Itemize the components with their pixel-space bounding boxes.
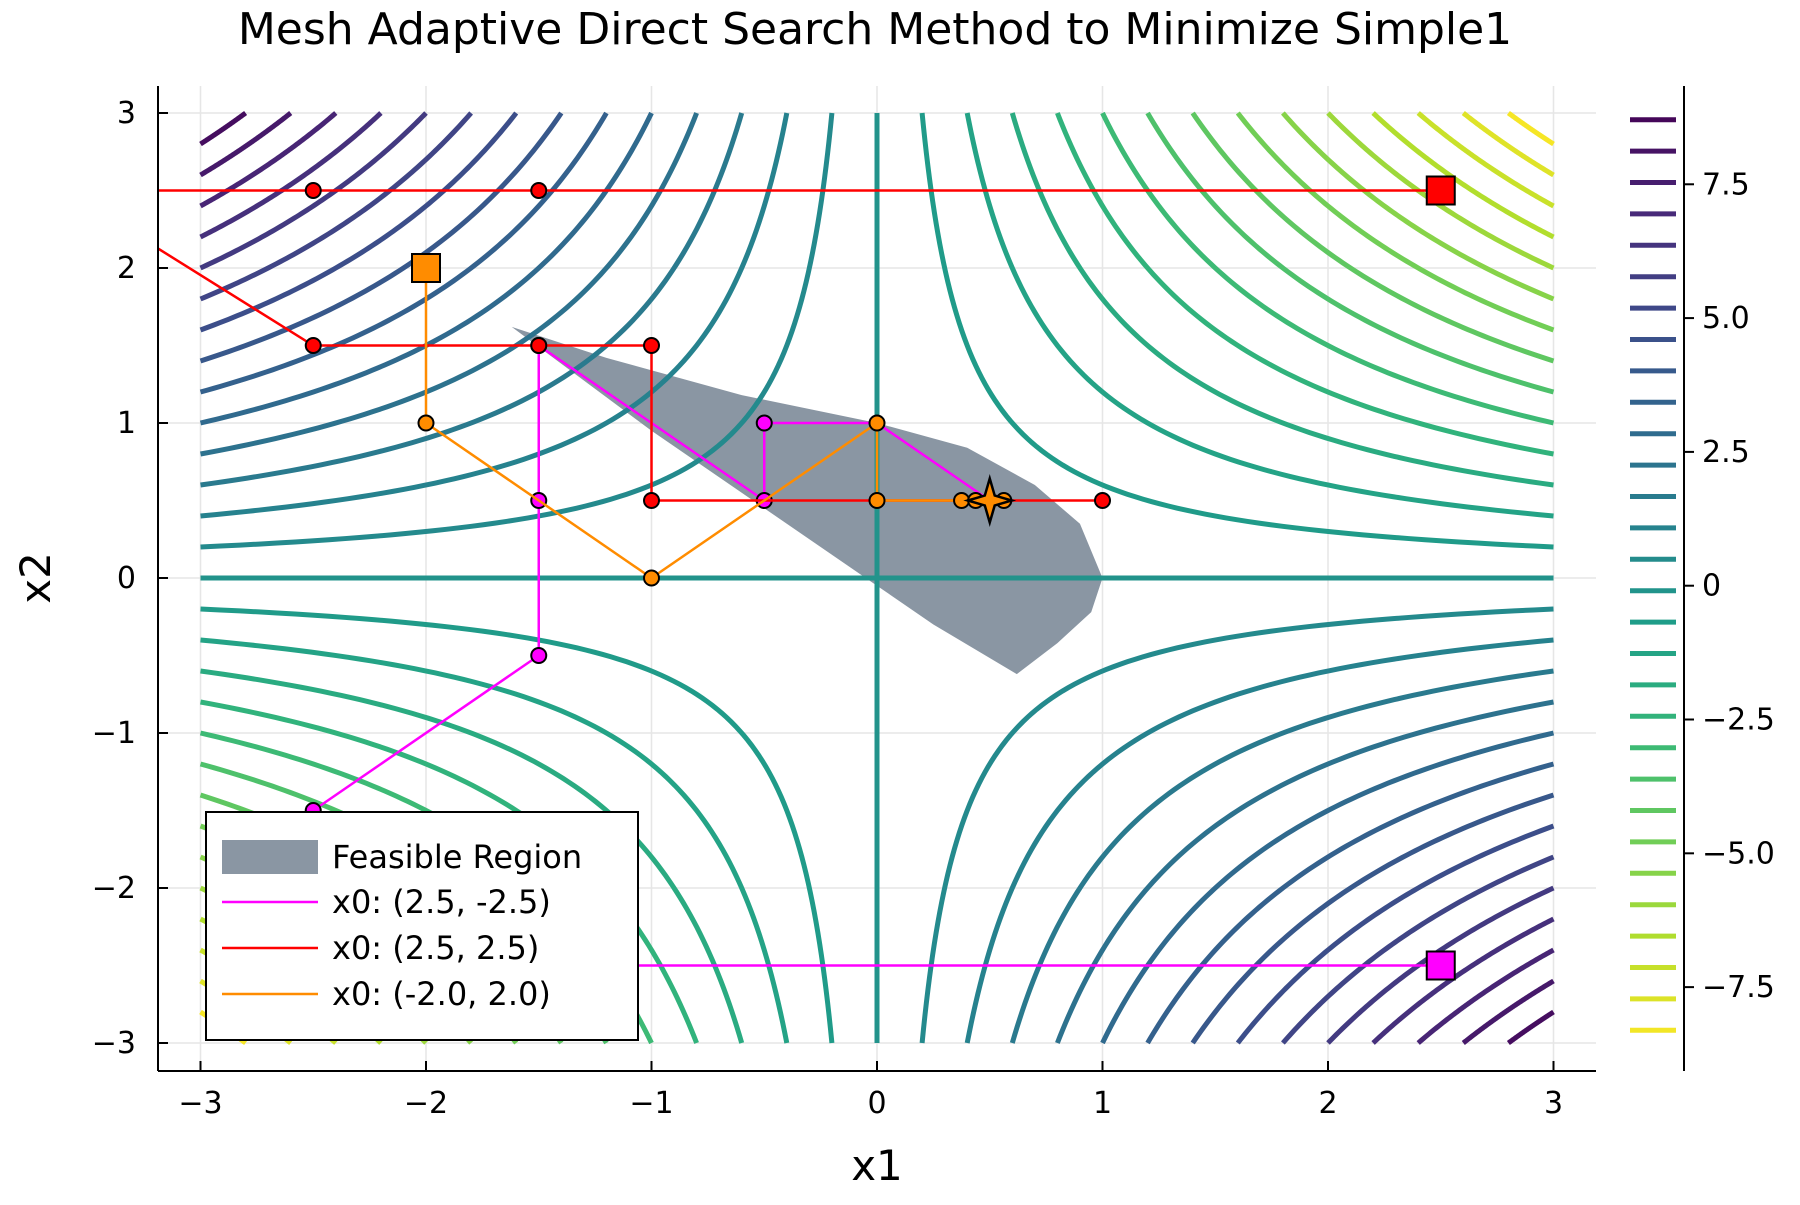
contour-line [1506,110,1555,147]
legend-label: x0: (-2.0, 2.0) [332,975,551,1013]
contour-line [199,111,519,333]
contour-line [919,112,1554,550]
y-tick-label: −2 [92,871,136,906]
y-tick-label: −1 [92,716,136,751]
contour-line [200,668,745,1044]
contour-line [1371,111,1555,240]
contour-line [199,111,473,302]
series-2-point [643,337,660,354]
contour-line [1190,111,1555,364]
series-2-point [304,182,322,199]
y-tick-label: 2 [117,251,136,286]
contour-line [200,606,835,1044]
series-3-point [868,492,886,509]
series-2-point [304,337,322,354]
colorbar-tick-label: 0 [1702,569,1721,604]
contour-line [1145,761,1555,1045]
contour-line [199,111,428,271]
contour-line [1416,111,1555,209]
series-2-point [643,492,660,509]
y-axis-label: x2 [11,552,60,604]
contour-line [1416,947,1555,1045]
series-3-path [424,268,1004,580]
contour-line [1009,112,1554,488]
contour-line [1461,978,1555,1045]
legend-label: Feasible Region [332,838,582,876]
legend: Feasible Region x0: (2.5, -2.5) x0: (2.5, … [205,811,639,1041]
legend-swatch-feasible [222,840,318,874]
legend-label: x0: (2.5, -2.5) [332,883,551,921]
x-tick-label: −1 [629,1086,673,1121]
colorbar: −7.5 −5.0 −2.5 0 2.5 5.0 7.5 [1630,86,1775,1071]
contour-line [199,110,248,147]
contour-line [1235,111,1555,333]
y-tick-label: 3 [117,96,136,131]
contour-line [1281,111,1555,302]
contour-line [1235,823,1555,1045]
contour-line [1190,792,1555,1045]
series-3-point [643,569,660,587]
series-3-start-marker [411,253,441,283]
axes: −3 −2 −1 0 1 2 3 −3 −2 −1 0 1 2 3 [92,86,1596,1121]
colorbar-tick-label: −7.5 [1702,970,1775,1005]
y-tick-label: −3 [92,1026,136,1061]
x-tick-label: 2 [1318,1086,1337,1121]
x-tick-label: 1 [1093,1086,1112,1121]
contour-line [1009,668,1554,1044]
contour-line [199,111,383,240]
series-2-point [1094,492,1111,509]
colorbar-tick-label: −2.5 [1702,703,1775,738]
series-1-point [530,647,548,664]
chart-title: Mesh Adaptive Direct Search Method to Mi… [238,4,1512,55]
x-axis-label: x1 [851,1141,903,1190]
colorbar-tick-label: 5.0 [1702,301,1750,336]
contour-line [964,112,1554,519]
x-tick-label: −3 [178,1086,222,1121]
contour-line [199,111,609,395]
contour-line [1506,1009,1555,1046]
legend-label: x0: (2.5, 2.5) [332,929,539,967]
series-1-point [755,414,773,432]
series-2-path [158,189,1441,502]
contour-line [199,111,293,178]
y-tick-label: 0 [117,561,136,596]
contour-line [200,637,790,1044]
contour-line [1055,112,1554,457]
contour-line [964,637,1554,1044]
contour-line [200,112,699,457]
contour-line [1281,854,1555,1045]
contour-line [1461,111,1555,178]
y-tick-label: 1 [117,406,136,441]
series-2-start-marker [1425,175,1456,206]
contour-line [1055,699,1554,1044]
contour-line [199,111,338,209]
colorbar-tick-label: 7.5 [1702,167,1750,202]
contour-line [1371,916,1555,1045]
series-2-point [530,182,548,199]
x-tick-label: −2 [404,1086,448,1121]
series-3-point [868,414,886,432]
x-tick-label: 3 [1544,1086,1563,1121]
contour-line [919,606,1554,1044]
series-1-start-marker [1425,950,1456,981]
optimum-star-marker [963,474,1017,527]
series-2-point [530,337,548,354]
x-tick-label: 0 [867,1086,886,1121]
series-3-point [417,414,435,432]
contour-line [1145,111,1555,395]
colorbar-tick-label: 2.5 [1702,435,1750,470]
colorbar-tick-label: −5.0 [1702,836,1775,871]
